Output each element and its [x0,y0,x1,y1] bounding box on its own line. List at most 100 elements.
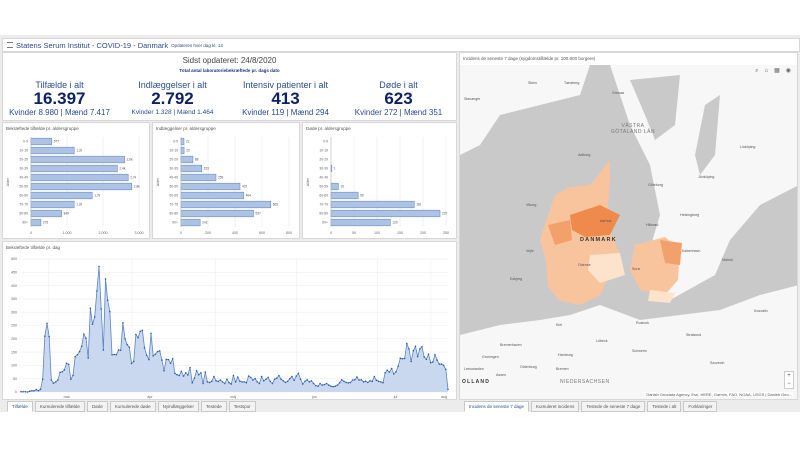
data-label: 1,2k [76,149,82,153]
data-point [429,361,432,364]
data-point [254,377,256,380]
menu-icon[interactable] [7,42,13,48]
search-icon[interactable]: ⌕ [755,68,759,74]
chart-tab-5[interactable]: Testede [200,401,227,412]
data-label: 1,7k [94,194,100,198]
data-point [130,362,133,365]
chart-tab-0[interactable]: Tilfælde [7,401,33,412]
zoom-out-button[interactable]: − [787,381,791,387]
category-label: 60-69 [319,194,328,198]
data-point [119,349,122,352]
data-point [158,349,161,352]
info-icon[interactable]: ◉ [785,68,791,74]
kpi-split: Kvinder 272 | Mænd 351 [354,108,443,117]
data-point [241,381,243,383]
x-tick-label: 100 [374,231,380,235]
map-canvas[interactable] [460,65,798,400]
data-point [423,356,425,358]
data-label: 129 [392,221,398,225]
chart-tab-2[interactable]: Døde [86,401,108,412]
zoom-control: + − [784,371,794,389]
data-label: 259 [218,176,224,180]
chart-tab-1[interactable]: Kumulerede tilfælde [34,401,85,412]
data-point [59,371,61,374]
map-tab-3[interactable]: Testede i alt [647,401,682,412]
category-label: 10-19 [319,149,328,153]
x-tick-label: 0 [30,231,32,235]
data-point [35,388,37,391]
data-point [163,369,165,372]
data-point [111,353,113,356]
data-point [245,381,248,384]
data-point [364,380,367,383]
data-label: 2,4k [119,167,125,171]
data-point [126,343,129,346]
kpi-deaths: Døde i alt 623 Kvinder 272 | Mænd 351 [342,80,455,118]
admissions-by-age-chart: 0 200 400 600 800 Alder 0-9 22 10-19 23 20-29 88 30-… [156,137,292,235]
norway-land [460,65,590,155]
chart-tab-6[interactable]: Testspor [228,401,256,412]
data-point [295,375,298,377]
place-label: Tønsberg [564,81,580,85]
map-tab-4[interactable]: Forklaringer [683,401,718,412]
data-point [80,345,83,348]
chart-tab-4[interactable]: Nyindlæggelser [157,401,199,412]
data-point [304,380,306,383]
data-point [87,357,89,359]
y-axis-label: Alder [6,177,10,186]
data-point [299,378,302,381]
data-point [44,335,46,337]
viborg-region [548,220,572,245]
data-point [137,336,139,339]
data-point [338,381,341,384]
data-point [399,357,402,360]
data-point [156,350,159,353]
state-label: NIEDERSACHSEN [560,379,610,385]
place-label: København [682,249,701,253]
data-point [416,355,419,358]
zoom-in-button[interactable]: + [787,373,791,379]
category-label: 30-39 [319,167,328,171]
y-tick-label: 200 [11,337,17,341]
data-point [217,380,220,383]
place-label: Schwerin [632,349,647,353]
data-point [432,361,434,363]
data-point [445,368,447,371]
bar [30,164,118,173]
data-point [141,329,144,332]
x-tick-label: 50 [352,231,356,235]
category-label: 60-69 [169,194,178,198]
place-label: Grenaa [612,91,624,95]
nl-label: OLLAND [462,379,491,385]
data-label: 849 [64,212,70,216]
data-point [33,390,35,392]
data-point [83,333,85,335]
bar [180,218,201,227]
data-point [377,380,380,383]
chart-tab-3[interactable]: Kumulerede døde [109,401,156,412]
x-tick-label: apr [147,395,153,399]
data-label: 59 [360,194,364,198]
data-point [37,389,40,392]
deaths-by-age-chart: 0 50 100 150 200 250 Alder 0-9 10-19 20-29 30-39 1 4… [306,137,449,235]
bar [330,191,359,200]
map-tabs: Incidens de seneste 7 dage Kumuleret inci… [464,401,718,412]
category-label: 10-19 [19,149,28,153]
home-icon[interactable]: ⌂ [764,68,769,74]
data-point [438,363,441,365]
kpi-value: 16.397 [33,89,86,108]
map-tab-0[interactable]: Incidens de seneste 7 dage [464,401,530,412]
x-tick-label: 0 [330,231,332,235]
data-point [132,360,135,363]
data-point [187,374,189,376]
place-label: Helsingborg [680,213,700,217]
layers-icon[interactable]: ▦ [774,68,780,74]
y-tick-label: 250 [11,324,17,328]
data-point [148,358,150,361]
map-tab-2[interactable]: Testede de seneste 7 dage [581,401,646,412]
data-point [408,348,410,350]
data-label: 2,7k [130,176,136,180]
data-point [410,360,412,363]
data-point [291,375,293,378]
map-tab-1[interactable]: Kumuleret incidens [531,401,580,412]
